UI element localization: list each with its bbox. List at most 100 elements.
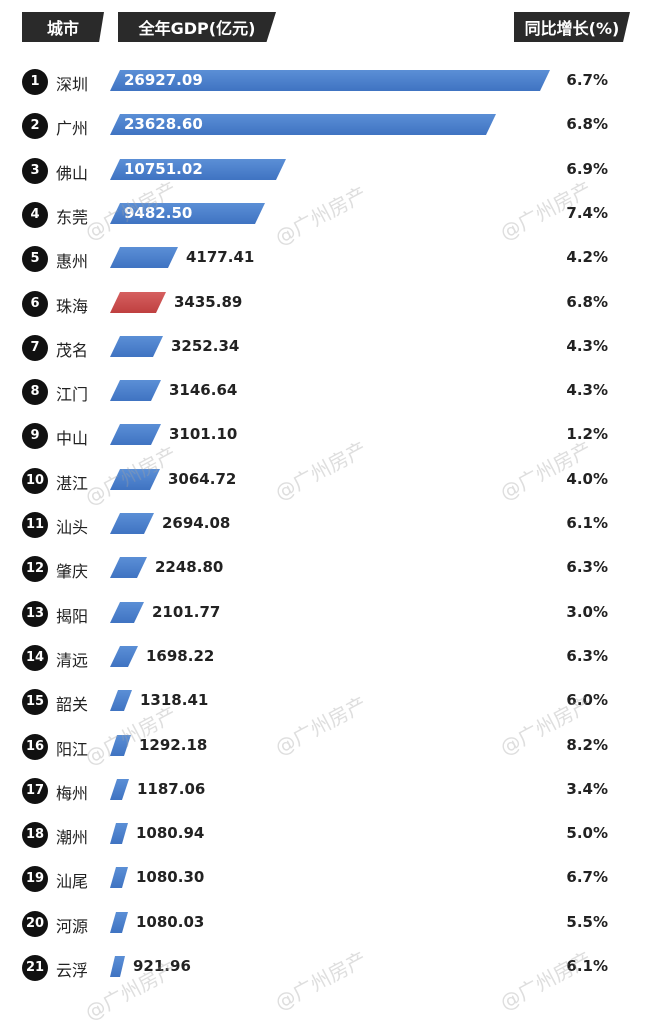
table-row: 5 惠州 4177.41 4.2% (0, 243, 648, 275)
table-row: 2 广州 23628.60 6.8% (0, 110, 648, 142)
city-label: 梅州 (56, 784, 89, 803)
rank-badge: 13 (22, 601, 48, 627)
rank-badge: 5 (22, 246, 48, 272)
rank-badge: 19 (22, 866, 48, 892)
growth-value: 6.3% (566, 647, 608, 665)
growth-value: 6.7% (566, 71, 608, 89)
rank-badge: 18 (22, 822, 48, 848)
table-row: 11 汕头 2694.08 6.1% (0, 509, 648, 541)
table-row: 7 茂名 3252.34 4.3% (0, 332, 648, 364)
gdp-bar (110, 823, 128, 844)
city-label: 深圳 (56, 75, 89, 94)
growth-value: 7.4% (566, 204, 608, 222)
gdp-value-label: 3435.89 (174, 293, 243, 311)
growth-value: 5.0% (566, 824, 608, 842)
city-label: 肇庆 (56, 562, 89, 581)
city-label: 韶关 (56, 695, 89, 714)
table-row: 9 中山 3101.10 1.2% (0, 420, 648, 452)
rank-badge: 11 (22, 512, 48, 538)
rank-badge: 15 (22, 689, 48, 715)
city-label: 佛山 (56, 164, 89, 183)
growth-value: 1.2% (566, 425, 608, 443)
gdp-value-label: 1080.30 (136, 868, 205, 886)
growth-value: 6.9% (566, 160, 608, 178)
gdp-value-label: 9482.50 (124, 204, 193, 222)
gdp-value-label: 1318.41 (140, 691, 209, 709)
table-row: 19 汕尾 1080.30 6.7% (0, 863, 648, 895)
city-label: 湛江 (56, 474, 89, 493)
rank-badge: 9 (22, 423, 48, 449)
gdp-bar (110, 424, 161, 445)
rank-badge: 8 (22, 379, 48, 405)
gdp-bar (110, 912, 128, 933)
rank-badge: 20 (22, 911, 48, 937)
gdp-value-label: 1292.18 (139, 736, 208, 754)
gdp-value-label: 1187.06 (137, 780, 206, 798)
gdp-value-label: 2101.77 (152, 603, 221, 621)
gdp-bar (110, 690, 132, 711)
table-row: 15 韶关 1318.41 6.0% (0, 686, 648, 718)
gdp-bar (110, 602, 144, 623)
growth-value: 3.4% (566, 780, 608, 798)
rank-badge: 14 (22, 645, 48, 671)
header-gdp: 全年GDP(亿元) (118, 12, 276, 42)
growth-value: 4.3% (566, 337, 608, 355)
table-row: 20 河源 1080.03 5.5% (0, 908, 648, 940)
table-row: 4 东莞 9482.50 7.4% (0, 199, 648, 231)
table-row: 13 揭阳 2101.77 3.0% (0, 598, 648, 630)
growth-value: 6.8% (566, 293, 608, 311)
city-label: 茂名 (56, 341, 89, 360)
gdp-bar (110, 159, 286, 180)
city-label: 揭阳 (56, 607, 89, 626)
city-label: 惠州 (56, 252, 89, 271)
city-label: 阳江 (56, 740, 89, 759)
gdp-bar (110, 513, 154, 534)
rank-badge: 7 (22, 335, 48, 361)
rank-badge: 17 (22, 778, 48, 804)
table-row: 1 深圳 26927.09 6.7% (0, 66, 648, 98)
gdp-bar (110, 247, 178, 268)
gdp-value-label: 1080.94 (136, 824, 205, 842)
gdp-value-label: 23628.60 (124, 115, 203, 133)
rank-badge: 1 (22, 69, 48, 95)
rank-badge: 10 (22, 468, 48, 494)
table-row: 21 云浮 921.96 6.1% (0, 952, 648, 984)
growth-value: 6.1% (566, 514, 608, 532)
gdp-value-label: 3101.10 (169, 425, 238, 443)
table-row: 18 潮州 1080.94 5.0% (0, 819, 648, 851)
table-row: 12 肇庆 2248.80 6.3% (0, 553, 648, 585)
city-label: 江门 (56, 385, 89, 404)
rank-badge: 16 (22, 734, 48, 760)
rank-badge: 12 (22, 556, 48, 582)
rank-badge: 2 (22, 113, 48, 139)
gdp-value-label: 3252.34 (171, 337, 240, 355)
gdp-bar (110, 779, 129, 800)
gdp-bar (110, 203, 265, 224)
table-row: 6 珠海 3435.89 6.8% (0, 288, 648, 320)
table-row: 17 梅州 1187.06 3.4% (0, 775, 648, 807)
gdp-value-label: 1698.22 (146, 647, 215, 665)
gdp-bar (110, 292, 166, 313)
growth-value: 8.2% (566, 736, 608, 754)
header-growth: 同比增长(%) (514, 12, 630, 42)
growth-value: 5.5% (566, 913, 608, 931)
growth-value: 6.0% (566, 691, 608, 709)
table-row: 16 阳江 1292.18 8.2% (0, 731, 648, 763)
rank-badge: 21 (22, 955, 48, 981)
growth-value: 6.3% (566, 558, 608, 576)
growth-value: 3.0% (566, 603, 608, 621)
city-label: 汕尾 (56, 872, 89, 891)
gdp-bar (110, 70, 550, 91)
city-label: 河源 (56, 917, 89, 936)
gdp-bar (110, 646, 138, 667)
gdp-bar (110, 336, 163, 357)
gdp-value-label: 2694.08 (162, 514, 231, 532)
gdp-bar (110, 867, 128, 888)
city-label: 珠海 (56, 297, 89, 316)
gdp-bar (110, 956, 125, 977)
growth-value: 6.8% (566, 115, 608, 133)
city-label: 清远 (56, 651, 89, 670)
rank-badge: 6 (22, 291, 48, 317)
gdp-value-label: 921.96 (133, 957, 191, 975)
gdp-bar (110, 114, 496, 135)
